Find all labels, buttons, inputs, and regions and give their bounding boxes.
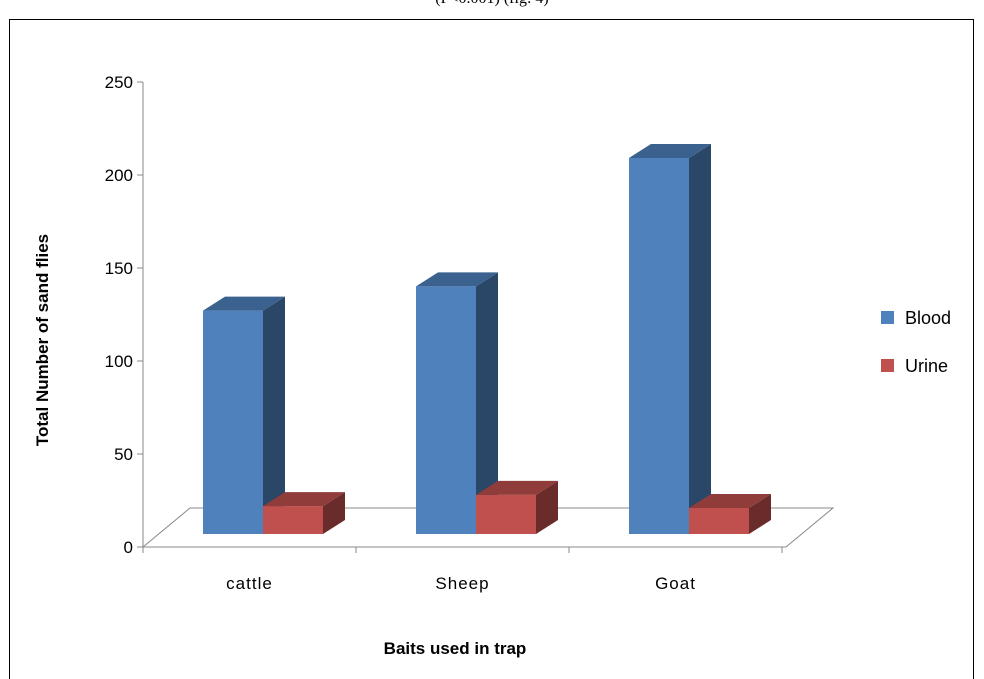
bar-front xyxy=(203,310,263,534)
y-tick-label: 0 xyxy=(124,538,133,557)
bar-blood-sheep xyxy=(416,272,498,534)
bar-side xyxy=(536,480,558,534)
bar-front xyxy=(476,494,536,534)
legend-label-urine: Urine xyxy=(905,356,948,376)
bar-top xyxy=(629,144,711,158)
bar-top xyxy=(203,296,285,311)
bar-top xyxy=(476,480,558,495)
bar-front xyxy=(263,506,323,534)
y-tick-label: 250 xyxy=(105,73,133,92)
legend-swatch-blood xyxy=(881,311,894,324)
bar-top xyxy=(416,272,498,287)
y-tick-label: 150 xyxy=(105,259,133,278)
bar-front xyxy=(689,507,749,534)
bar-top xyxy=(689,493,771,508)
x-axis-title: Baits used in trap xyxy=(384,639,527,658)
x-tick-label: cattle xyxy=(226,574,273,593)
legend-label-blood: Blood xyxy=(905,308,951,328)
bar-side xyxy=(749,493,771,534)
bar-side xyxy=(323,492,345,534)
bar-blood-cattle xyxy=(203,296,285,534)
bar-front xyxy=(416,286,476,534)
legend-swatch-urine xyxy=(881,359,894,372)
x-tick-label: Sheep xyxy=(435,574,489,593)
y-axis: 0 50 100 150 200 250 xyxy=(105,73,786,557)
y-tick-label: 200 xyxy=(105,166,133,185)
legend: Blood Urine xyxy=(881,308,951,376)
bar-top xyxy=(263,492,345,507)
x-axis-labels: cattle Sheep Goat xyxy=(226,574,696,593)
figure-caption: (P<0.001) (fig: 4) xyxy=(0,0,984,8)
x-tick-label: Goat xyxy=(655,574,696,593)
bar-urine-cattle xyxy=(263,492,345,534)
y-axis-title: Total Number of sand flies xyxy=(33,234,52,446)
bar-urine-goat xyxy=(689,493,771,534)
bar-side xyxy=(689,144,711,534)
bars xyxy=(203,144,771,534)
bar-blood-goat xyxy=(629,144,711,534)
bar-side xyxy=(263,296,285,534)
bar-side xyxy=(476,272,498,534)
y-tick-label: 50 xyxy=(114,445,133,464)
bar-front xyxy=(629,158,689,534)
chart-frame xyxy=(9,19,974,679)
bar-urine-sheep xyxy=(476,480,558,534)
y-tick-label: 100 xyxy=(105,352,133,371)
